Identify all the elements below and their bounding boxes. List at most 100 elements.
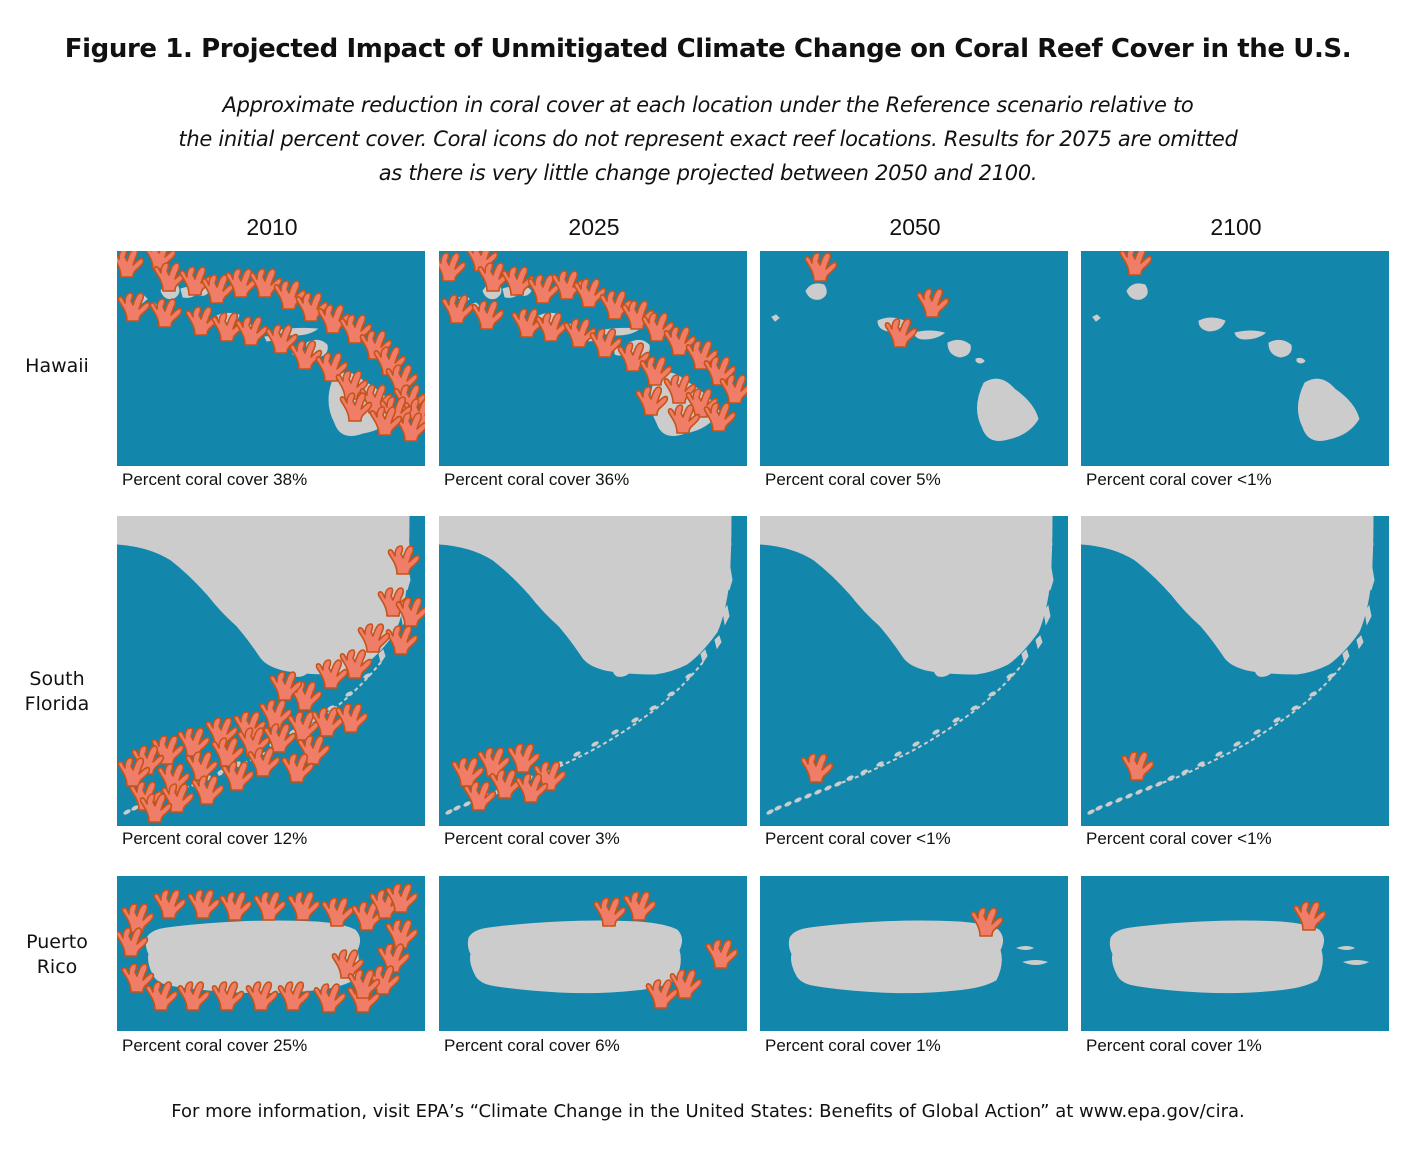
coral-cover-caption: Percent coral cover 25%: [122, 1036, 308, 1055]
map-panel-south-florida-2050: [760, 516, 1068, 826]
coral-cover-caption: Percent coral cover 1%: [1086, 1036, 1262, 1055]
map-panel-puerto-rico-2050: [760, 876, 1068, 1031]
key-island: [834, 781, 842, 787]
key-island: [1167, 775, 1175, 781]
coral-icon: [527, 274, 561, 304]
coral-icon: [117, 292, 151, 322]
coral-icon: [277, 981, 311, 1011]
key-island: [1197, 761, 1205, 767]
coral-cover-caption: Percent coral cover <1%: [765, 829, 951, 848]
land-shape: [1016, 946, 1034, 950]
row-label-line: Florida: [24, 693, 90, 715]
land-shape: [760, 516, 1053, 675]
coral-icon: [385, 883, 419, 913]
coral-icon: [313, 983, 347, 1013]
coral-icon: [385, 364, 419, 394]
key-island: [1145, 785, 1153, 791]
map-panel-hawaii-2010: [117, 251, 425, 466]
land-shape: [933, 663, 955, 677]
region-map: [760, 516, 1054, 815]
coral-cover-caption: Percent coral cover 38%: [122, 470, 308, 489]
map-panel-south-florida-2010: [117, 516, 425, 826]
key-island: [123, 809, 131, 815]
coral-icon: [639, 356, 673, 386]
key-island: [824, 785, 832, 791]
key-island: [363, 673, 371, 679]
coral-icon: [281, 753, 315, 783]
key-island: [970, 705, 978, 711]
coral-icon: [589, 328, 623, 358]
region-map: [1081, 516, 1375, 815]
coral-icon: [515, 773, 549, 803]
key-island: [1181, 769, 1189, 775]
key-island: [766, 809, 774, 815]
coral-icon: [705, 939, 739, 969]
land-shape: [1109, 920, 1325, 994]
coral-icon: [339, 392, 373, 422]
land-shape: [612, 663, 634, 677]
key-island: [784, 801, 792, 807]
land-shape: [1043, 604, 1051, 626]
coral-cover-caption: Percent coral cover 6%: [444, 1036, 620, 1055]
footer-note: For more information, visit EPA’s “Clima…: [171, 1101, 1245, 1122]
key-island: [463, 801, 471, 807]
land-shape: [1343, 960, 1369, 965]
map-panel-puerto-rico-2025: [439, 876, 747, 1031]
coral-cover-caption: Percent coral cover <1%: [1086, 470, 1272, 489]
coral-icon: [385, 625, 419, 655]
coral-icon: [219, 891, 253, 921]
coral-icon: [211, 981, 245, 1011]
coral-icon: [191, 775, 225, 805]
key-island: [1095, 805, 1103, 811]
coral-icon: [466, 251, 499, 272]
land-shape: [700, 649, 708, 664]
coral-icon: [121, 903, 155, 933]
key-island: [345, 691, 353, 697]
coral-icon: [321, 897, 355, 927]
land-shape: [1366, 529, 1374, 559]
land-shape: [1047, 566, 1054, 591]
coral-icon: [593, 897, 627, 927]
coral-icon: [205, 717, 239, 747]
land-shape: [788, 920, 1004, 994]
key-island: [1309, 691, 1317, 697]
coral-icon: [117, 927, 149, 957]
coral-icon: [703, 402, 737, 432]
land-shape: [722, 604, 730, 626]
coral-icon: [331, 949, 365, 979]
coral-icon: [533, 761, 567, 791]
coral-icon: [235, 316, 269, 346]
key-island: [591, 741, 599, 747]
key-island: [1115, 797, 1123, 803]
map-panel-hawaii-2025: [439, 251, 747, 466]
coral-icon: [535, 312, 569, 342]
key-island: [649, 705, 657, 711]
coral-icon: [884, 318, 918, 348]
coral-icon: [1121, 751, 1155, 781]
coral-icon: [463, 781, 497, 811]
key-island: [988, 691, 996, 697]
coral-icon: [245, 981, 279, 1011]
coral-icon: [287, 711, 321, 741]
map-panel-hawaii-2100: [1081, 251, 1389, 466]
key-island: [1233, 741, 1241, 747]
key-island: [631, 717, 639, 723]
region-map: [439, 251, 747, 436]
coral-icon: [377, 943, 411, 973]
key-island: [1125, 793, 1133, 799]
key-island: [814, 789, 822, 795]
coral-icon: [145, 981, 179, 1011]
land-shape: [1356, 635, 1364, 650]
coral-cover-caption: Percent coral cover 1%: [765, 1036, 941, 1055]
year-label-2050: 2050: [889, 214, 941, 240]
land-shape: [771, 314, 780, 322]
coral-icon: [225, 268, 259, 298]
coral-icon: [385, 919, 419, 949]
coral-icon: [623, 891, 657, 921]
key-island: [1135, 789, 1143, 795]
key-island: [667, 691, 675, 697]
coral-icon: [719, 374, 747, 404]
coral-icon: [221, 761, 255, 791]
coral-icon: [187, 889, 221, 919]
coral-icon: [439, 252, 467, 282]
